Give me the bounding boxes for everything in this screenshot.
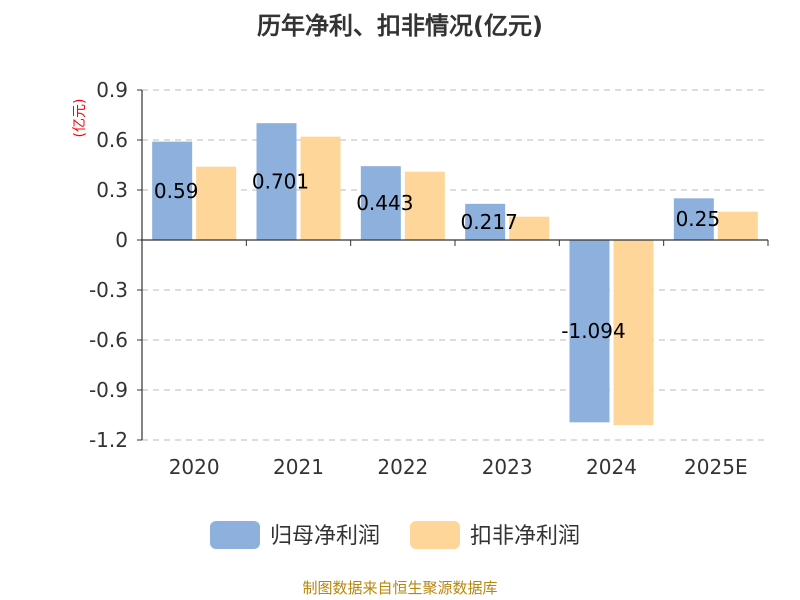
data-label: 0.701 xyxy=(252,170,309,194)
legend[interactable]: 归母净利润 扣非净利润 xyxy=(210,521,580,549)
gridlines xyxy=(142,89,768,441)
source-note: 制图数据来自恒生聚源数据库 xyxy=(302,579,497,597)
y-axis-unit-label: (亿元) xyxy=(72,99,88,138)
y-tick-label: -0.9 xyxy=(89,378,128,402)
chart-title: 历年净利、扣非情况(亿元) xyxy=(257,12,543,40)
y-tick-label: -0.6 xyxy=(89,328,128,352)
bar-deducted-net-profit-2022 xyxy=(404,171,445,240)
data-label: -1.094 xyxy=(561,319,625,343)
data-labels: 0.59 0.701 0.443 0.217 -1.094 0.25 xyxy=(154,170,720,344)
legend-swatch[interactable] xyxy=(410,521,460,549)
bar-deducted-net-profit-2023 xyxy=(509,216,550,240)
y-tick-label: 0.3 xyxy=(96,178,128,202)
data-label: 0.217 xyxy=(461,210,518,234)
y-tick-label: -0.3 xyxy=(89,278,128,302)
bar-net-profit-2023 xyxy=(465,203,506,240)
bar-deducted-net-profit-2021 xyxy=(300,136,341,240)
bar-deducted-net-profit-2025E xyxy=(717,211,758,240)
axes: 0.9 0.6 0.3 0 -0.3 -0.6 -0.9 -1.2 2020 2021 2022 20… xyxy=(89,78,769,479)
y-tick-label: -1.2 xyxy=(89,428,128,452)
bar-net-profit-2021 xyxy=(256,123,297,240)
data-label: 0.59 xyxy=(154,179,199,203)
x-tick-label: 2024 xyxy=(586,455,637,479)
y-tick-label: 0.6 xyxy=(96,128,128,152)
data-label: 0.443 xyxy=(356,191,413,215)
bar-deducted-net-profit-2020 xyxy=(196,166,237,240)
legend-swatch[interactable] xyxy=(210,521,260,549)
y-tick-label: 0.9 xyxy=(96,78,128,102)
data-label: 0.25 xyxy=(676,207,721,231)
legend-label[interactable]: 扣非净利润 xyxy=(470,524,580,549)
bar-net-profit-2022 xyxy=(360,166,401,240)
x-tick-label: 2025E xyxy=(684,455,748,479)
bars xyxy=(152,123,758,425)
y-tick-label: 0 xyxy=(115,228,128,252)
bar-net-profit-2020 xyxy=(152,141,193,240)
bar-deducted-net-profit-2024 xyxy=(613,240,654,425)
x-tick-label: 2020 xyxy=(169,455,220,479)
x-tick-label: 2022 xyxy=(377,455,428,479)
x-tick-label: 2021 xyxy=(273,455,324,479)
legend-label[interactable]: 归母净利润 xyxy=(270,524,380,549)
x-tick-label: 2023 xyxy=(482,455,533,479)
bar-net-profit-2024 xyxy=(569,240,610,423)
bar-net-profit-2025E xyxy=(673,198,714,240)
